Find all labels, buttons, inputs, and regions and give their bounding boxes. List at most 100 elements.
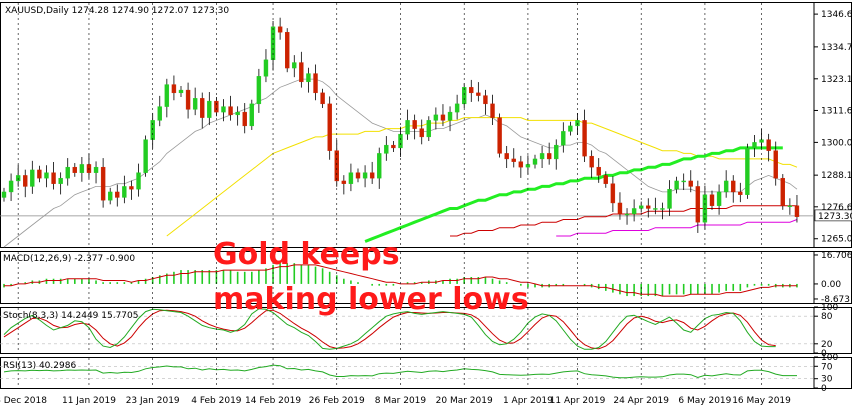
- candle-body: [30, 169, 35, 187]
- candle-body: [348, 172, 354, 184]
- rsi-tick-label: 0: [821, 384, 827, 394]
- candle-body: [122, 186, 127, 198]
- candle-body: [539, 153, 545, 160]
- stoch-main-line: [3, 308, 776, 350]
- x-tick-label: 24 Apr 2019: [613, 396, 669, 406]
- price-tick-label: 1311.60: [821, 106, 852, 116]
- candle-body: [37, 169, 42, 179]
- candle-body: [214, 100, 219, 113]
- candle-body: [660, 208, 665, 210]
- price-panel: 1346.60 1334.70 1323.10 1311.60 1300.00 1288.…: [0, 2, 852, 248]
- candle-body: [433, 114, 439, 121]
- candle-body: [454, 103, 460, 113]
- candle-body: [532, 158, 538, 165]
- price-tick-label: 1265.00: [821, 235, 852, 245]
- candle-body: [341, 180, 347, 184]
- current-price-label: 1273.30: [818, 212, 852, 222]
- x-tick-label: 6 May 2019: [678, 396, 731, 406]
- main-frame: [0, 2, 852, 248]
- candle-body: [192, 98, 198, 110]
- x-tick-label: 8 Mar 2019: [375, 396, 427, 406]
- candle-body: [185, 89, 191, 110]
- candle-body: [200, 98, 205, 118]
- macd-tick-label: 16.706: [821, 251, 852, 261]
- rsi-label: RSI(13) 40.2986: [3, 361, 76, 371]
- candle-body: [164, 84, 170, 107]
- candle-body: [745, 147, 750, 195]
- candle-body: [610, 183, 616, 204]
- candle-body: [787, 205, 793, 207]
- candle-body: [794, 205, 800, 217]
- stoch-tick-label: 100: [821, 303, 838, 313]
- candle-body: [306, 73, 311, 83]
- price-tick-label: 1276.60: [821, 203, 852, 213]
- candle-body: [1, 191, 7, 198]
- candle-body: [476, 92, 481, 96]
- candle-body: [752, 142, 757, 149]
- candle-body: [766, 139, 771, 151]
- candle-body: [65, 166, 70, 179]
- macd-tick-label: 0.00: [821, 280, 841, 290]
- ma-magenta-line: [556, 219, 798, 237]
- candle-body: [518, 161, 524, 168]
- candle-body: [242, 111, 247, 127]
- rsi-tick-label: 30: [821, 375, 833, 385]
- candle-body: [143, 139, 148, 173]
- candle-body: [646, 205, 651, 209]
- candle-body: [504, 153, 509, 160]
- candle-body: [157, 106, 162, 121]
- candle-body: [263, 59, 269, 77]
- candle-body: [426, 120, 431, 138]
- candle-body: [631, 208, 637, 215]
- candle-body: [624, 213, 630, 216]
- candle-body: [695, 186, 701, 223]
- candle-body: [483, 95, 488, 105]
- candle-body: [653, 208, 658, 210]
- candle-body: [440, 114, 446, 121]
- candle-body: [285, 32, 290, 69]
- candle-body: [469, 87, 474, 94]
- candle-body: [667, 188, 672, 209]
- candle-body: [369, 172, 375, 179]
- candle-body: [709, 194, 715, 206]
- candle-body: [568, 125, 573, 132]
- candle-body: [58, 177, 63, 184]
- candle-body: [72, 166, 78, 173]
- candle-body: [759, 139, 764, 143]
- x-tick-label: 16 May 2019: [732, 396, 791, 406]
- stoch-tick-label: 20: [821, 340, 833, 350]
- candle-body: [334, 150, 339, 182]
- price-tick-label: 1300.00: [821, 138, 852, 148]
- x-tick-label: 11 Apr 2019: [550, 396, 606, 406]
- candle-body: [79, 164, 85, 173]
- price-tick-label: 1288.10: [821, 171, 852, 181]
- candle-body: [228, 106, 233, 116]
- candle-body: [688, 180, 693, 187]
- candle-body: [51, 172, 56, 184]
- candle-body: [731, 180, 736, 193]
- candle-body: [235, 111, 240, 116]
- candle-body: [313, 73, 318, 94]
- candle-body: [603, 175, 608, 184]
- candle-body: [596, 166, 601, 176]
- candle-body: [561, 131, 566, 146]
- rsi-tick-label: 100: [821, 353, 838, 363]
- overlay-headline-line1: Gold keeps: [213, 237, 400, 272]
- x-tick-label: 26 Feb 2019: [309, 396, 365, 406]
- x-tick-label: 28 Dec 2018: [0, 396, 47, 406]
- candle-body: [716, 191, 722, 206]
- candle-body: [292, 62, 297, 69]
- x-tick-label: 14 Feb 2019: [245, 396, 301, 406]
- macd-tick-label: -8.673: [821, 295, 850, 305]
- candle-body: [93, 166, 99, 173]
- stoch-tick-label: 0: [821, 349, 827, 359]
- candle-body: [115, 191, 120, 198]
- candle-body: [391, 144, 396, 149]
- candle-body: [221, 106, 226, 113]
- price-tick-label: 1323.10: [821, 75, 852, 85]
- candle-body: [171, 84, 177, 94]
- candle-body: [546, 153, 552, 160]
- candle-body: [589, 155, 594, 168]
- rsi-line: [3, 364, 797, 379]
